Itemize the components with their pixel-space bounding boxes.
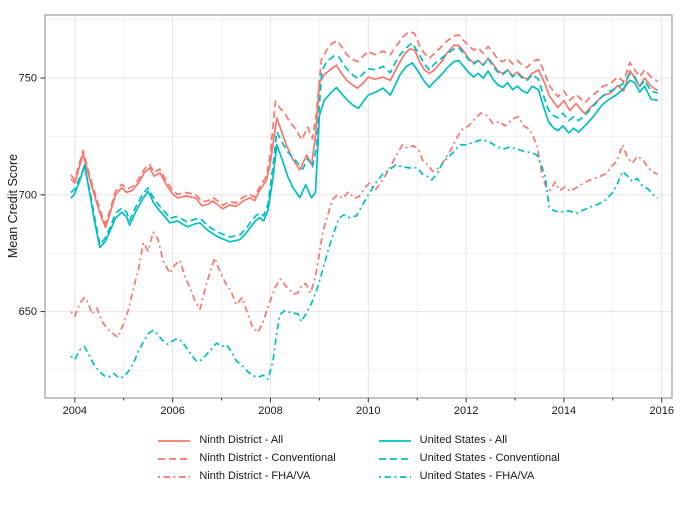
plot-panel: 2004 2006 2008 2010 2012 2014 2016 650 700 750 bbox=[19, 14, 674, 417]
y-axis-title: Mean Credit Score bbox=[6, 153, 20, 259]
series-line-ninth-district-fha-va bbox=[70, 112, 659, 339]
legend-key-line-ninth-district-conventional bbox=[158, 457, 191, 460]
legend-item-ninth-district-conventional: Ninth District - Conventional bbox=[157, 452, 336, 465]
legend: Ninth District - All Ninth District - Con… bbox=[45, 434, 672, 483]
legend-label: Ninth District - All bbox=[199, 434, 284, 446]
legend-item-ninth-district-fha-va: Ninth District - FHA/VA bbox=[157, 470, 335, 483]
legend-item-united-states-conventional: United States - Conventional bbox=[378, 452, 560, 465]
x-axis-tick-label: 2014 bbox=[552, 405, 576, 417]
legend-label: United States - Conventional bbox=[419, 452, 560, 464]
legend-key-line-united-states-fha-va bbox=[378, 475, 411, 478]
x-axis-tick-label: 2004 bbox=[63, 405, 87, 417]
legend-item-ninth-district-all: Ninth District - All bbox=[157, 434, 335, 447]
legend-label: United States - All bbox=[419, 434, 508, 446]
y-axis-tick-label: 750 bbox=[19, 73, 37, 85]
x-axis-tick-label: 2006 bbox=[160, 405, 184, 417]
y-axis-tick-label: 700 bbox=[19, 189, 37, 201]
legend-label: Ninth District - Conventional bbox=[199, 452, 336, 464]
legend-key-line-ninth-district-all bbox=[158, 439, 191, 442]
x-axis-tick-label: 2010 bbox=[356, 405, 380, 417]
panel-border bbox=[44, 14, 673, 399]
series-line-ninth-district-conventional bbox=[70, 30, 659, 225]
legend-key-line-united-states-all bbox=[378, 439, 411, 442]
x-axis-tick-label: 2008 bbox=[258, 405, 282, 417]
legend-label: Ninth District - FHA/VA bbox=[199, 470, 311, 482]
legend-key-line-united-states-conventional bbox=[378, 457, 411, 460]
series-line-ninth-district-all bbox=[70, 44, 659, 229]
legend-item-united-states-fha-va: United States - FHA/VA bbox=[378, 470, 560, 483]
y-axis-tick-label: 650 bbox=[19, 306, 37, 318]
x-axis-tick-label: 2016 bbox=[649, 405, 673, 417]
legend-item-united-states-all: United States - All bbox=[378, 434, 560, 447]
legend-grid: Ninth District - All Ninth District - Con… bbox=[157, 434, 560, 483]
series-line-united-states-conventional bbox=[70, 42, 659, 246]
series-line-united-states-fha-va bbox=[70, 139, 659, 381]
x-axis-tick-label: 2012 bbox=[454, 405, 478, 417]
legend-key-line-ninth-district-fha-va bbox=[158, 475, 191, 478]
legend-label: United States - FHA/VA bbox=[419, 470, 535, 482]
series-line-united-states-all bbox=[70, 59, 658, 249]
